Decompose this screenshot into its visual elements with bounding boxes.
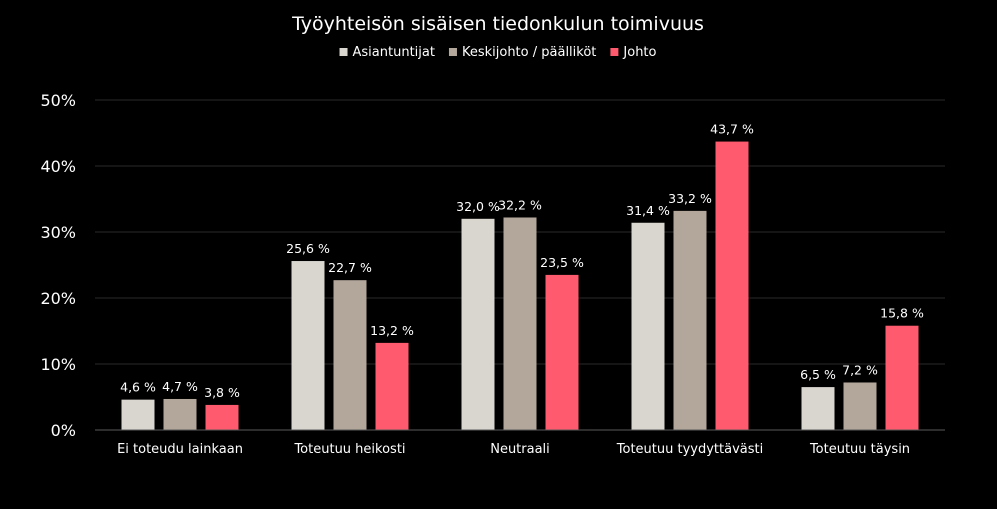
bar (461, 218, 495, 430)
x-axis: Ei toteudu lainkaan Toteutuu heikosti Neut… (95, 429, 945, 457)
bar (715, 141, 749, 430)
data-label: 32,0 % (456, 199, 500, 214)
legend-label: Keskijohto / päälliköt (462, 45, 596, 60)
y-tick-label: 50% (40, 91, 76, 110)
data-label: 15,8 % (880, 306, 924, 321)
bar (291, 261, 325, 430)
data-label: 6,5 % (800, 367, 836, 382)
data-label: 22,7 % (328, 260, 372, 275)
y-tick-label: 0% (51, 421, 76, 440)
bar (843, 382, 877, 430)
bar (631, 222, 665, 430)
data-label: 13,2 % (370, 323, 414, 338)
data-label: 4,7 % (162, 379, 198, 394)
data-label: 7,2 % (842, 362, 878, 377)
data-label: 25,6 % (286, 241, 330, 256)
bar (545, 274, 579, 430)
data-label: 23,5 % (540, 255, 584, 270)
y-tick-label: 20% (40, 289, 76, 308)
legend: Asiantuntijat Keskijohto / päälliköt Johto (339, 45, 657, 60)
bar (503, 217, 537, 430)
x-tick-label: Neutraali (490, 442, 550, 457)
data-label: 32,2 % (498, 197, 542, 212)
data-label: 43,7 % (710, 122, 754, 137)
data-label: 31,4 % (626, 203, 670, 218)
legend-label: Johto (622, 45, 656, 60)
y-axis: 0% 10% 20% 30% 40% 50% (40, 91, 76, 440)
y-tick-label: 30% (40, 223, 76, 242)
bar (333, 280, 367, 430)
bar (121, 399, 155, 430)
legend-swatch (610, 48, 619, 56)
data-labels: 4,6 % 4,7 % 3,8 %25,6 %22,7 %13,2 %32,0 %3… (120, 122, 924, 400)
bar (375, 342, 409, 430)
bar (673, 210, 707, 430)
legend-swatch (448, 48, 457, 56)
x-tick-label: Toteutuu täysin (809, 442, 910, 457)
chart-title: Työyhteisön sisäisen tiedonkulun toimivu… (291, 13, 704, 35)
y-tick-label: 10% (40, 355, 76, 374)
data-label: 3,8 % (204, 385, 240, 400)
legend-swatch (339, 48, 348, 56)
data-label: 4,6 % (120, 380, 156, 395)
x-tick-label: Toteutuu heikosti (293, 442, 405, 457)
bar (885, 325, 919, 430)
bar (205, 404, 239, 430)
bar (801, 387, 835, 430)
x-tick-label: Toteutuu tyydyttävästi (616, 442, 763, 457)
legend-label: Asiantuntijat (353, 45, 435, 60)
bars (121, 141, 919, 430)
data-label: 33,2 % (668, 191, 712, 206)
bar (163, 398, 197, 430)
x-tick-label: Ei toteudu lainkaan (117, 442, 243, 457)
y-tick-label: 40% (40, 157, 76, 176)
